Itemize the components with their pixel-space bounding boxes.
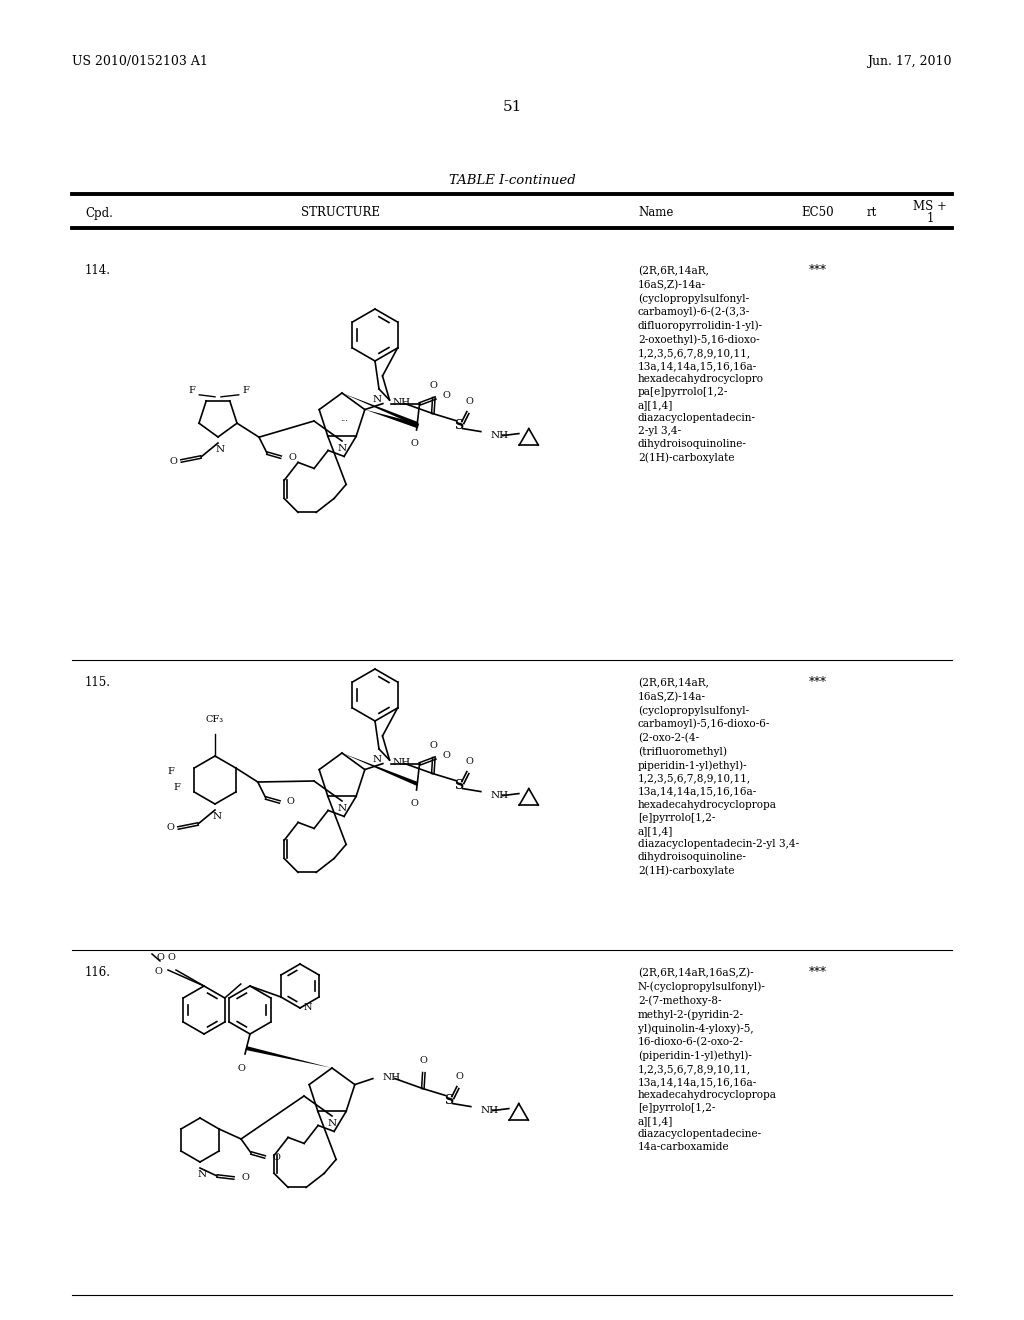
Text: ***: *** xyxy=(809,965,827,978)
Text: O: O xyxy=(466,396,474,405)
Text: O: O xyxy=(238,1064,245,1073)
Text: S: S xyxy=(444,1094,454,1107)
Text: S: S xyxy=(455,418,464,432)
Text: ...: ... xyxy=(340,414,348,422)
Text: O: O xyxy=(420,1056,428,1065)
Text: O: O xyxy=(287,797,295,807)
Text: (2R,6R,14aR,16aS,Z)-
N-(cyclopropylsulfonyl)-
2-(7-methoxy-8-
methyl-2-(pyridin-: (2R,6R,14aR,16aS,Z)- N-(cyclopropylsulfo… xyxy=(638,968,777,1152)
Text: Name: Name xyxy=(638,206,674,219)
Text: ***: *** xyxy=(809,676,827,689)
Text: F: F xyxy=(173,784,180,792)
Text: O: O xyxy=(242,1173,250,1183)
Text: rt: rt xyxy=(867,206,878,219)
Text: 51: 51 xyxy=(503,100,521,114)
Text: NH: NH xyxy=(383,1073,401,1082)
Text: STRUCTURE: STRUCTURE xyxy=(300,206,380,219)
Text: US 2010/0152103 A1: US 2010/0152103 A1 xyxy=(72,55,208,69)
Text: Jun. 17, 2010: Jun. 17, 2010 xyxy=(867,55,952,69)
Text: O: O xyxy=(442,392,451,400)
Polygon shape xyxy=(365,409,419,429)
Text: 1: 1 xyxy=(927,213,934,226)
Text: N: N xyxy=(215,445,224,454)
Text: NH: NH xyxy=(393,758,411,767)
Text: O: O xyxy=(272,1152,280,1162)
Text: 114.: 114. xyxy=(85,264,111,276)
Text: N: N xyxy=(212,812,221,821)
Text: S: S xyxy=(455,779,464,792)
Text: F: F xyxy=(243,387,249,395)
Text: N: N xyxy=(328,1119,337,1129)
Text: O: O xyxy=(456,1072,464,1081)
Text: O: O xyxy=(411,440,419,447)
Text: O: O xyxy=(288,453,296,462)
Text: CF₃: CF₃ xyxy=(206,715,224,723)
Text: O: O xyxy=(411,799,419,808)
Text: ***: *** xyxy=(809,264,827,276)
Text: N: N xyxy=(304,1003,312,1012)
Text: NH: NH xyxy=(393,399,411,407)
Text: O: O xyxy=(442,751,451,760)
Text: O: O xyxy=(167,953,175,962)
Polygon shape xyxy=(246,1045,332,1068)
Text: O: O xyxy=(430,380,438,389)
Text: TABLE I-continued: TABLE I-continued xyxy=(449,173,575,186)
Text: O: O xyxy=(430,741,438,750)
Text: 116.: 116. xyxy=(85,965,111,978)
Text: O: O xyxy=(169,457,177,466)
Text: NH: NH xyxy=(490,791,509,800)
Text: N: N xyxy=(198,1170,207,1179)
Text: NH: NH xyxy=(481,1106,499,1115)
Text: F: F xyxy=(188,387,196,395)
Text: O: O xyxy=(156,953,164,962)
Polygon shape xyxy=(342,393,418,426)
Text: EC50: EC50 xyxy=(802,206,835,219)
Text: 115.: 115. xyxy=(85,676,111,689)
Text: (2R,6R,14aR,
16aS,Z)-14a-
(cyclopropylsulfonyl-
carbamoyl)-6-(2-(3,3-
difluoropy: (2R,6R,14aR, 16aS,Z)-14a- (cyclopropylsu… xyxy=(638,267,764,463)
Polygon shape xyxy=(342,752,418,785)
Text: F: F xyxy=(168,767,174,776)
Text: O: O xyxy=(466,756,474,766)
Text: (2R,6R,14aR,
16aS,Z)-14a-
(cyclopropylsulfonyl-
carbamoyl)-5,16-dioxo-6-
(2-oxo-: (2R,6R,14aR, 16aS,Z)-14a- (cyclopropylsu… xyxy=(638,678,799,875)
Text: MS +: MS + xyxy=(913,201,947,214)
Text: Cpd.: Cpd. xyxy=(85,206,113,219)
Text: N: N xyxy=(338,444,346,453)
Text: O: O xyxy=(166,824,174,833)
Text: O: O xyxy=(154,968,162,977)
Text: N: N xyxy=(338,804,346,813)
Text: NH: NH xyxy=(490,432,509,440)
Text: N: N xyxy=(373,396,382,404)
Text: N: N xyxy=(373,755,382,764)
